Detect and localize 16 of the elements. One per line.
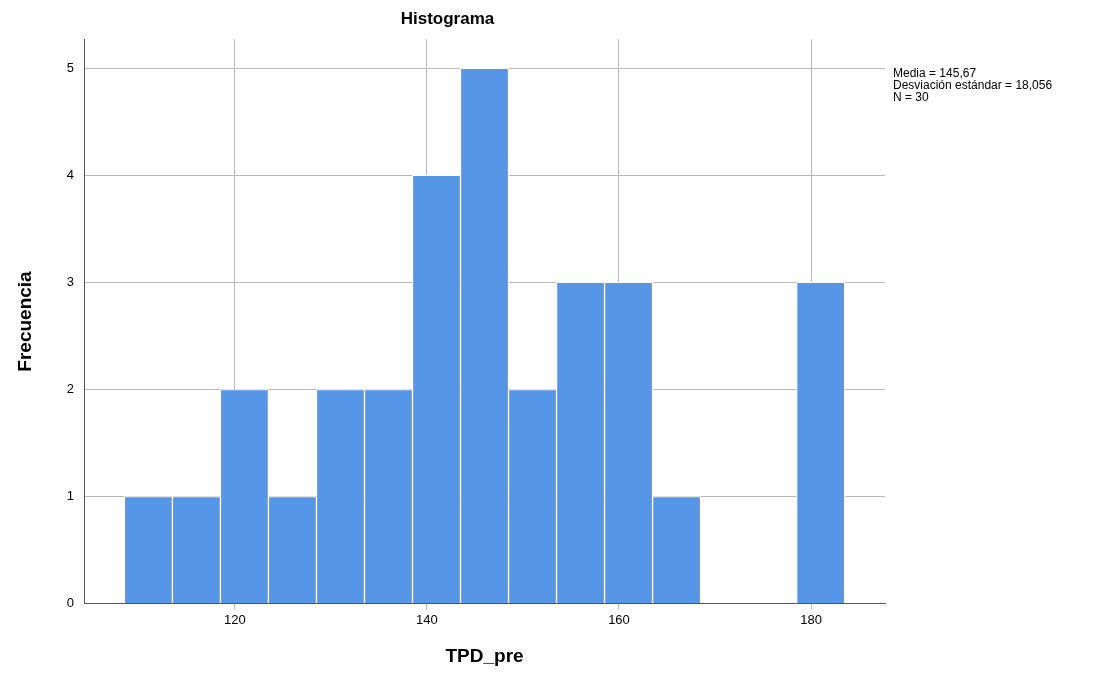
x-tick-label: 120: [223, 611, 246, 627]
y-tick-label: 5: [66, 59, 75, 75]
x-tick-label: 160: [608, 611, 630, 627]
x-tick-label: 180: [800, 611, 822, 627]
y-tick-label: 4: [66, 166, 75, 182]
chart-title: Histograma: [400, 8, 495, 28]
text: Desviación estándar = 18,056: [893, 77, 1053, 92]
y-tick-label: 1: [66, 488, 75, 504]
y-tick-label: 0: [66, 595, 75, 611]
x-tick-label: 140: [416, 611, 438, 627]
text: N = 30: [893, 89, 930, 104]
x-axis-title: TPD_pre: [445, 644, 524, 666]
y-tick-label: 3: [66, 274, 75, 289]
y-tick-label: 2: [66, 381, 75, 397]
y-axis-title: Frecuencia: [13, 270, 35, 372]
text: Media = 145,67: [893, 65, 977, 80]
